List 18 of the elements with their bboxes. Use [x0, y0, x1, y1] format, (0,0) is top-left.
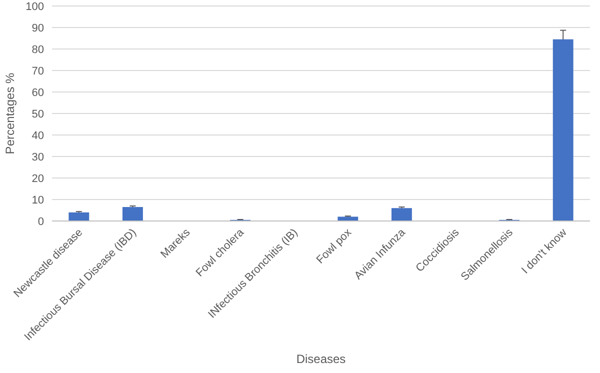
- y-tick-label: 20: [32, 172, 44, 185]
- y-tick-label: 50: [32, 108, 44, 120]
- y-tick-label: 40: [32, 130, 44, 142]
- bar: [68, 212, 90, 221]
- bar: [391, 208, 412, 221]
- y-tick-label: 60: [32, 86, 44, 99]
- x-axis-title: Diseases: [296, 352, 346, 366]
- y-tick-label: 100: [26, 0, 44, 13]
- y-axis-title: Percentages %: [3, 72, 17, 154]
- y-tick-label: 80: [32, 44, 44, 56]
- y-tick-label: 70: [32, 65, 44, 78]
- y-tick-label: 90: [32, 22, 44, 34]
- bar: [122, 207, 143, 221]
- bar: [552, 39, 574, 221]
- bar: [338, 216, 358, 221]
- y-tick-label: 10: [32, 194, 44, 206]
- y-tick-label: 0: [38, 216, 44, 228]
- y-tick-label: 30: [32, 151, 44, 164]
